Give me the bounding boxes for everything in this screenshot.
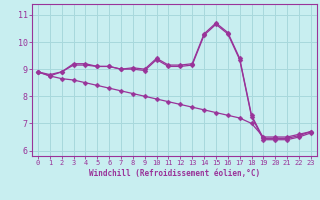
X-axis label: Windchill (Refroidissement éolien,°C): Windchill (Refroidissement éolien,°C) (89, 169, 260, 178)
